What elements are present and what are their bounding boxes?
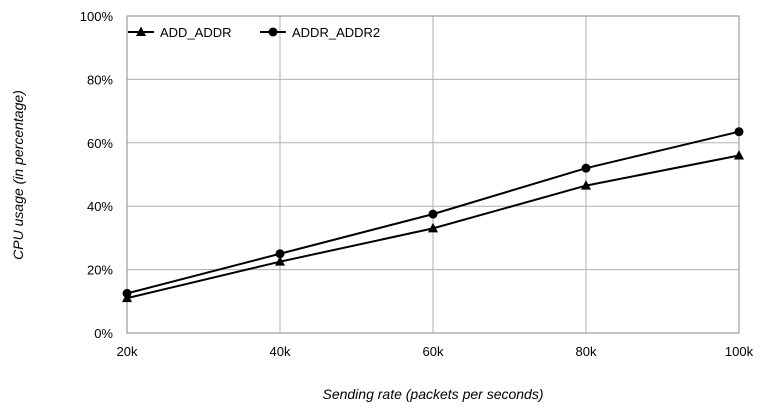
x-tick-label: 60k: [423, 344, 444, 359]
data-point-circle: [734, 127, 744, 137]
data-point-triangle: [581, 180, 591, 190]
y-axis-ticks: 0% 20% 40% 60% 80% 100%: [80, 9, 114, 341]
data-point-triangle: [275, 256, 285, 266]
legend-marker-triangle: [136, 26, 146, 36]
y-axis-label: CPU usage (in percentage): [10, 90, 26, 260]
x-tick-label: 20k: [117, 344, 138, 359]
legend-entry: ADDR_ADDR2: [260, 25, 380, 40]
y-tick-label: 40%: [87, 199, 113, 214]
data-point-circle: [428, 209, 438, 219]
plot-border: [126, 15, 740, 334]
data-point-triangle: [734, 149, 744, 160]
legend-label: ADD_ADDR: [160, 25, 232, 40]
x-tick-label: 100k: [725, 344, 754, 359]
legend-marker-circle: [268, 27, 278, 37]
y-tick-label: 100%: [80, 9, 114, 24]
data-point-circle: [122, 288, 132, 298]
x-axis-ticks: 20k 40k 60k 80k 100k: [117, 344, 754, 359]
data-point-circle: [581, 163, 591, 173]
y-tick-label: 0%: [94, 326, 113, 341]
y-tick-label: 80%: [87, 72, 113, 87]
data-point-circle: [275, 249, 285, 259]
series-addr-addr2: [122, 127, 744, 298]
legend-label: ADDR_ADDR2: [292, 25, 380, 40]
x-axis-label: Sending rate (packets per seconds): [322, 386, 543, 402]
series-layer: [122, 127, 744, 303]
y-tick-label: 60%: [87, 136, 113, 151]
y-tick-label: 20%: [87, 263, 113, 278]
x-tick-label: 40k: [270, 344, 291, 359]
legend: ADD_ADDR ADDR_ADDR2: [128, 25, 380, 40]
legend-entry: ADD_ADDR: [128, 25, 232, 40]
data-point-triangle: [428, 222, 438, 233]
plot-area: [126, 15, 740, 334]
x-tick-label: 80k: [576, 344, 597, 359]
